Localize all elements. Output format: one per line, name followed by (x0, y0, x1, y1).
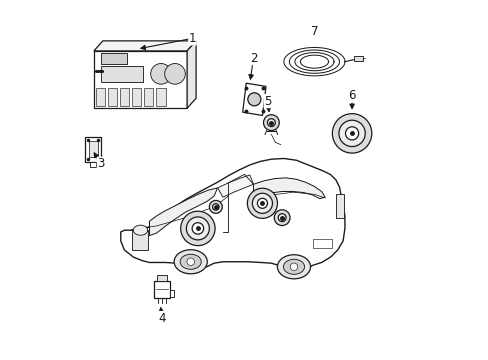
Bar (120, 88, 129, 107)
Circle shape (267, 119, 275, 127)
Bar (90, 162, 96, 167)
Circle shape (290, 263, 297, 271)
Circle shape (186, 258, 194, 266)
Circle shape (247, 188, 277, 219)
Bar (101, 66, 142, 82)
Text: 6: 6 (347, 89, 355, 102)
Ellipse shape (277, 255, 310, 279)
Polygon shape (94, 41, 196, 51)
Bar (156, 88, 165, 107)
Polygon shape (149, 188, 217, 235)
Ellipse shape (283, 259, 304, 274)
Circle shape (180, 211, 215, 246)
Bar (335, 194, 343, 218)
Bar (85, 137, 101, 162)
Bar (132, 88, 141, 107)
Circle shape (338, 120, 365, 147)
Circle shape (252, 193, 272, 213)
Circle shape (164, 63, 185, 84)
Polygon shape (253, 178, 325, 200)
Text: 2: 2 (249, 51, 257, 64)
Polygon shape (242, 83, 265, 116)
Circle shape (263, 115, 279, 131)
Circle shape (186, 217, 209, 240)
Bar (169, 290, 174, 297)
Ellipse shape (174, 250, 207, 274)
Ellipse shape (180, 254, 201, 269)
Text: 7: 7 (310, 25, 318, 38)
Circle shape (247, 93, 261, 106)
Bar (312, 239, 332, 248)
Bar (96, 88, 105, 107)
Circle shape (150, 63, 171, 84)
Circle shape (278, 214, 285, 222)
Bar (101, 53, 127, 63)
Text: 3: 3 (97, 157, 104, 170)
Bar (157, 275, 167, 281)
Text: 5: 5 (264, 95, 271, 108)
Circle shape (274, 210, 289, 226)
Polygon shape (217, 175, 253, 197)
Text: 4: 4 (158, 311, 165, 325)
Bar (94, 51, 187, 108)
Ellipse shape (133, 225, 147, 235)
Circle shape (257, 198, 267, 208)
Circle shape (212, 204, 219, 210)
Polygon shape (121, 158, 344, 270)
Bar (154, 281, 169, 298)
Circle shape (345, 127, 358, 140)
Bar (131, 230, 147, 250)
Bar (353, 56, 362, 61)
Circle shape (192, 223, 203, 234)
Text: 1: 1 (188, 32, 196, 45)
Circle shape (332, 114, 371, 153)
Polygon shape (187, 41, 196, 108)
Bar (89, 141, 98, 157)
Circle shape (209, 201, 222, 213)
Bar (107, 88, 117, 107)
Bar (144, 88, 153, 107)
